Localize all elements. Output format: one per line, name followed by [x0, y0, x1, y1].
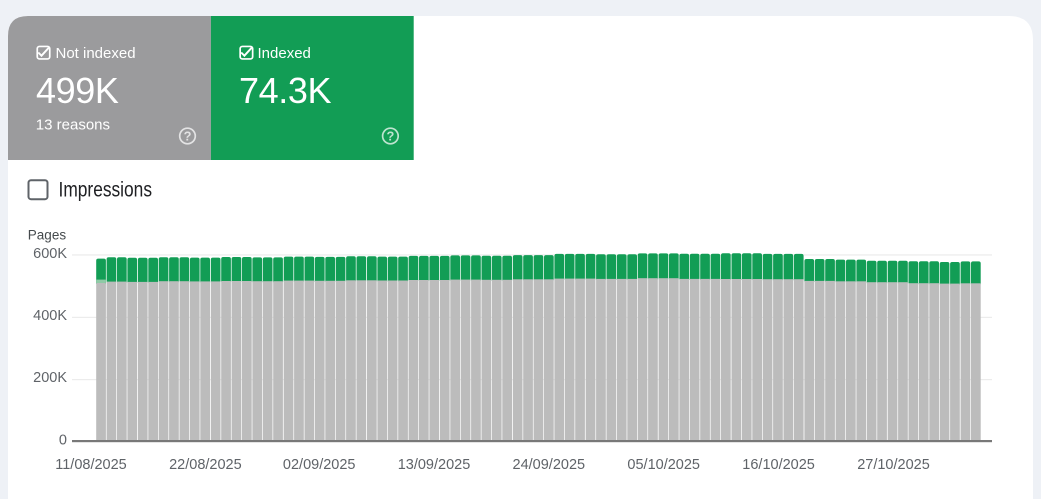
svg-text:02/09/2025: 02/09/2025	[283, 457, 356, 473]
svg-text:13 reasons: 13 reasons	[36, 116, 110, 133]
svg-text:11/08/2025: 11/08/2025	[55, 457, 127, 473]
svg-text:27/10/2025: 27/10/2025	[857, 457, 930, 473]
svg-text:499K: 499K	[36, 70, 119, 111]
svg-text:22/08/2025: 22/08/2025	[169, 457, 242, 473]
svg-text:400K: 400K	[33, 308, 67, 324]
svg-text:Indexed: Indexed	[258, 45, 311, 62]
svg-text:13/09/2025: 13/09/2025	[398, 457, 471, 473]
svg-text:74.3K: 74.3K	[239, 70, 331, 111]
svg-text:Pages: Pages	[28, 228, 67, 243]
svg-text:0: 0	[59, 433, 67, 449]
svg-text:24/09/2025: 24/09/2025	[513, 457, 586, 473]
svg-text:600K: 600K	[33, 246, 67, 262]
svg-text:Not indexed: Not indexed	[56, 45, 136, 62]
svg-text:05/10/2025: 05/10/2025	[627, 457, 700, 473]
svg-text:?: ?	[386, 128, 394, 143]
svg-text:16/10/2025: 16/10/2025	[742, 457, 815, 473]
svg-text:Impressions: Impressions	[59, 177, 153, 201]
svg-text:200K: 200K	[33, 370, 67, 386]
svg-text:?: ?	[184, 128, 192, 143]
